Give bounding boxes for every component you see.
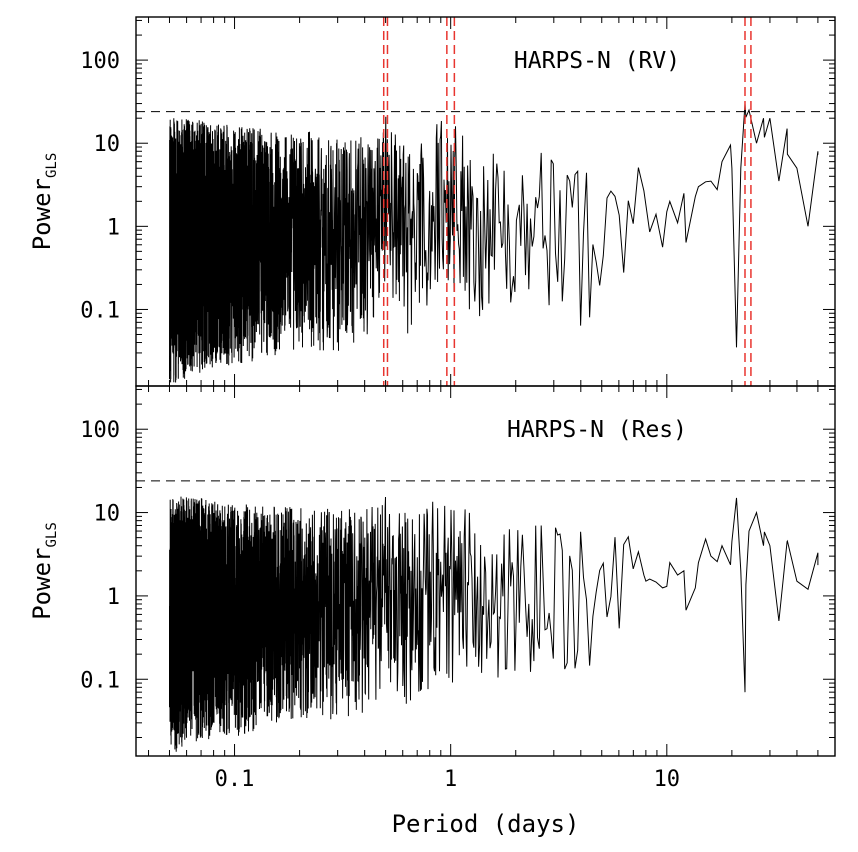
x-tick-label: 1 <box>444 767 457 792</box>
y-tick-label: 0.1 <box>80 298 120 323</box>
y-tick-label: 0.1 <box>80 668 120 693</box>
x-tick-label: 10 <box>654 767 681 792</box>
x-tick-label: 0.1 <box>215 767 255 792</box>
panel-annotation: HARPS-N (Res) <box>507 417 687 443</box>
panel-bottom-residuals: 0.1 1 10 100 0.1 1 10 HARPS-N (Res) PowerGLS Peri… <box>28 385 836 838</box>
y-tick-label: 100 <box>80 49 120 74</box>
y-tick-label: 100 <box>80 418 120 443</box>
y-tick-label: 10 <box>94 502 121 527</box>
periodogram-series-bottom <box>169 496 819 752</box>
x-axis-label: Period (days) <box>392 810 580 838</box>
y-tick-label: 10 <box>94 132 121 157</box>
y-axis-label: PowerGLS <box>28 522 60 620</box>
y-tick-label: 1 <box>107 585 120 610</box>
y-axis-label: PowerGLS <box>28 153 60 251</box>
panel-annotation: HARPS-N (RV) <box>514 48 680 74</box>
y-tick-label: 1 <box>107 215 120 240</box>
panel-top-rv: 0.1 1 10 100 HARPS-N (RV) PowerGLS <box>28 16 836 387</box>
periodogram-series-top <box>169 103 819 383</box>
